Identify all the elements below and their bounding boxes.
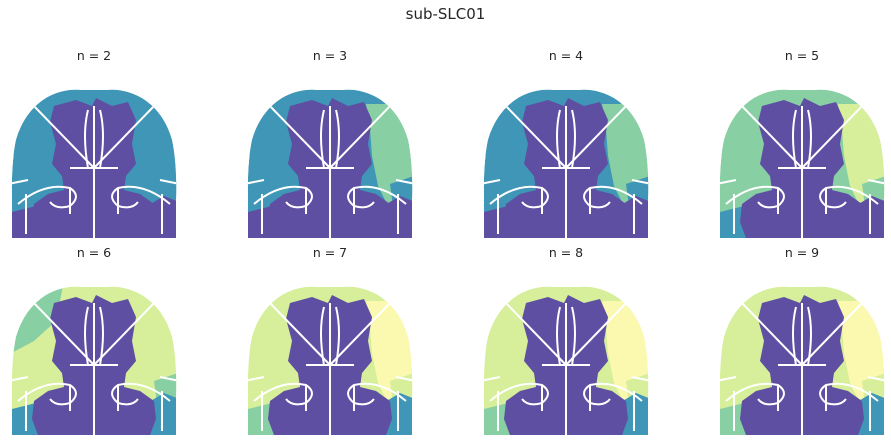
boundary-line [253,185,313,209]
boundary-line [347,185,407,209]
boundary-line [25,391,163,431]
boundary-line [583,185,643,209]
boundary-line [69,385,119,411]
boundary-line [25,194,163,234]
panel-title: n = 2 [76,48,112,63]
boundary-line [320,109,340,169]
boundary-line [541,385,591,411]
boundary-line [247,179,413,185]
boundary-line [11,179,177,185]
boundary-line [819,382,879,406]
brain-map-panel-3: n = 4 [476,48,656,248]
boundary-line [725,382,785,406]
panel-title: n = 8 [548,245,584,260]
boundary-line [556,306,576,366]
boundary-line [305,385,355,411]
brain-map [483,286,649,435]
boundary-line [733,391,871,431]
brain-map-panel-2: n = 3 [240,48,420,248]
brain-map-panel-1: n = 2 [4,48,184,248]
boundary-line [347,382,407,406]
boundary-line [489,382,549,406]
boundary-line [111,382,171,406]
brain-map [11,89,177,238]
boundary-line [320,306,340,366]
brain-map-panel-8: n = 9 [712,245,891,445]
boundary-line [17,185,77,209]
boundary-line [733,194,871,234]
boundary-line [497,194,635,234]
boundary-line [777,188,827,214]
boundary-line [483,376,649,382]
boundary-line [725,185,785,209]
boundary-line [11,376,177,382]
panel-title: n = 4 [548,48,584,63]
brain-map [11,286,177,435]
boundary-line [305,188,355,214]
panel-title: n = 5 [784,48,820,63]
figure-title: sub-SLC01 [405,5,486,23]
brain-map [247,89,413,238]
brain-map-panel-7: n = 8 [476,245,656,445]
boundary-line [261,391,399,431]
boundary-line [84,109,104,169]
panel-title: n = 3 [312,48,348,63]
boundary-line [777,385,827,411]
boundary-line [792,109,812,169]
boundary-line [556,109,576,169]
boundary-line [84,306,104,366]
brain-map-panel-5: n = 6 [4,245,184,445]
boundary-line [541,188,591,214]
boundary-line [583,382,643,406]
brain-map-panel-4: n = 5 [712,48,891,248]
boundary-line [497,391,635,431]
boundary-line [17,382,77,406]
boundary-line [489,185,549,209]
boundary-line [69,188,119,214]
brain-map [247,286,413,435]
panel-title: n = 6 [76,245,112,260]
boundary-line [261,194,399,234]
brain-map [719,286,885,435]
boundary-line [719,179,885,185]
brain-map [719,89,885,238]
boundary-line [819,185,879,209]
boundary-line [792,306,812,366]
brain-map-panel-6: n = 7 [240,245,420,445]
panel-title: n = 9 [784,245,820,260]
boundary-line [253,382,313,406]
brain-map [483,89,649,238]
panel-title: n = 7 [312,245,348,260]
boundary-line [111,185,171,209]
boundary-line [247,376,413,382]
boundary-line [483,179,649,185]
boundary-line [719,376,885,382]
